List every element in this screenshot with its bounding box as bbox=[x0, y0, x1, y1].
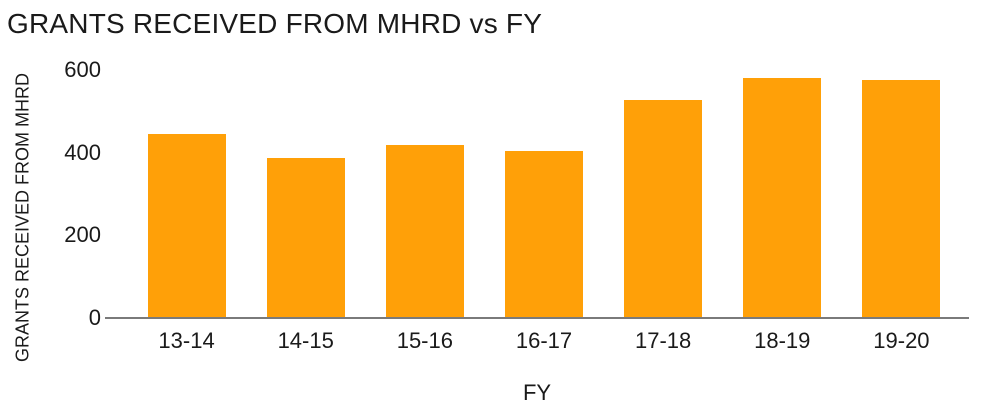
plot-area bbox=[127, 0, 961, 318]
bar-19-20 bbox=[862, 80, 941, 318]
bar-slot-19-20 bbox=[842, 0, 961, 318]
y-tick-label-600: 600 bbox=[64, 57, 101, 82]
x-tick-labels: 13-14 14-15 15-16 16-17 17-18 18-19 19-20 bbox=[127, 328, 961, 354]
bar-16-17 bbox=[504, 150, 583, 318]
bar-slot-15-16 bbox=[365, 0, 484, 318]
y-tick-label-0: 0 bbox=[88, 305, 101, 330]
bar-slot-18-19 bbox=[723, 0, 842, 318]
bar-17-18 bbox=[624, 99, 703, 318]
bar-15-16 bbox=[385, 145, 464, 318]
bar-13-14 bbox=[147, 134, 226, 318]
bar-slot-13-14 bbox=[127, 0, 246, 318]
bar-slot-17-18 bbox=[604, 0, 723, 318]
x-tick-label-17-18: 17-18 bbox=[634, 328, 692, 353]
y-tick-label-400: 400 bbox=[64, 139, 101, 165]
y-tick-label-200: 200 bbox=[64, 222, 101, 248]
chart-title: GRANTS RECEIVED FROM MHRD vs FY bbox=[7, 8, 543, 39]
x-axis-title: FY bbox=[522, 380, 552, 405]
x-tick-label-15-16: 15-16 bbox=[396, 328, 453, 353]
x-tick-label-14-15: 14-15 bbox=[277, 328, 334, 353]
x-tick-label-16-17: 16-17 bbox=[515, 328, 573, 353]
bar-slot-14-15 bbox=[246, 0, 365, 318]
bar-14-15 bbox=[266, 157, 345, 318]
x-tick-label-13-14: 13-14 bbox=[158, 328, 215, 353]
x-axis-line bbox=[105, 317, 969, 319]
x-tick-label-19-20: 19-20 bbox=[873, 328, 930, 353]
bar-18-19 bbox=[743, 78, 822, 318]
x-tick-label-18-19: 18-19 bbox=[754, 328, 811, 353]
bar-slot-16-17 bbox=[484, 0, 603, 318]
